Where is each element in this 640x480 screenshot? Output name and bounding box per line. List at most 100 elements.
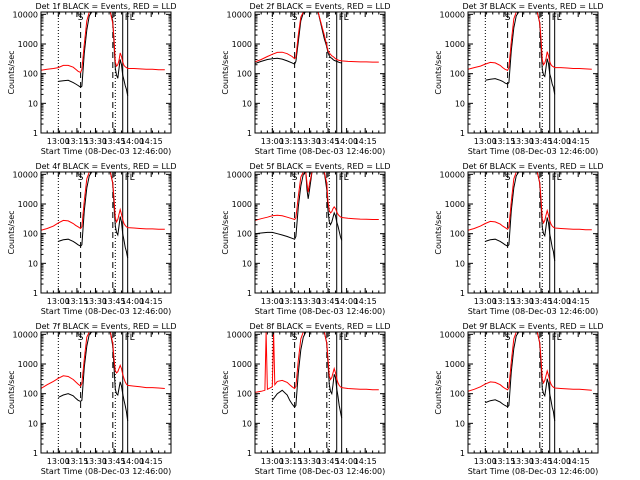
x-axis-label: Start Time (08-Dec-03 12:46:00) — [468, 467, 599, 476]
x-tick-label: 14:00 — [121, 297, 144, 306]
panel-det-5: Det 5f BLACK = Events, RED = LLD S F L 1 10 10… — [221, 162, 391, 316]
x-tick-label: 14:15 — [354, 457, 377, 466]
marker-f-label: F — [552, 13, 557, 23]
y-axis-label: Counts/sec — [434, 50, 443, 94]
marker-f-label: F — [339, 333, 344, 343]
x-tick-label: 13:45 — [317, 137, 340, 146]
panel-det-9: Det 9f BLACK = Events, RED = LLD S F L 1 10 10… — [434, 322, 604, 476]
x-tick-label: 14:15 — [567, 457, 590, 466]
x-tick-label: 14:00 — [121, 457, 144, 466]
x-tick-label: 13:45 — [530, 297, 553, 306]
x-tick-label: 14:15 — [567, 297, 590, 306]
marker-f-label: F — [125, 333, 130, 343]
panel-title: Det 5f BLACK = Events, RED = LLD — [249, 162, 390, 171]
marker-f-label: F — [339, 13, 344, 23]
x-tick-label: 13:30 — [298, 457, 321, 466]
x-tick-label: 13:15 — [65, 137, 88, 146]
y-axis-label: Counts/sec — [7, 50, 16, 94]
x-tick-label: 13:45 — [103, 137, 126, 146]
y-tick-label: 1 — [33, 129, 38, 138]
y-tick-label: 10000 — [440, 10, 465, 19]
x-tick-label: 13:15 — [492, 457, 515, 466]
y-tick-label: 10 — [455, 259, 465, 268]
x-axis-label: Start Time (08-Dec-03 12:46:00) — [41, 467, 172, 476]
series-line-lld — [468, 332, 592, 392]
y-tick-label: 1 — [460, 449, 465, 458]
y-tick-label: 1000 — [445, 40, 465, 49]
marker-f-label: F — [339, 173, 344, 183]
marker-s-label: S — [505, 173, 511, 183]
panel-title: Det 7f BLACK = Events, RED = LLD — [35, 322, 176, 331]
series-line-lld — [468, 12, 592, 71]
y-tick-label: 100 — [23, 390, 38, 399]
panel-det-3: Det 3f BLACK = Events, RED = LLD S F L 1 10 10… — [434, 2, 604, 156]
y-tick-label: 10 — [28, 99, 38, 108]
y-tick-label: 100 — [237, 390, 252, 399]
y-tick-label: 10 — [28, 419, 38, 428]
series-line-lld — [255, 12, 379, 63]
x-tick-label: 13:15 — [279, 457, 302, 466]
x-tick-label: 13:00 — [474, 297, 497, 306]
x-tick-label: 13:30 — [511, 297, 534, 306]
y-tick-label: 100 — [23, 230, 38, 239]
x-tick-label: 13:15 — [279, 137, 302, 146]
y-tick-label: 10000 — [227, 330, 252, 339]
x-tick-label: 13:45 — [317, 457, 340, 466]
plot-frame — [254, 11, 386, 134]
x-axis-label: Start Time (08-Dec-03 12:46:00) — [255, 307, 386, 316]
y-tick-label: 1 — [33, 289, 38, 298]
marker-s-label: S — [78, 173, 84, 183]
x-tick-label: 13:00 — [47, 137, 70, 146]
x-tick-label: 14:00 — [121, 137, 144, 146]
x-tick-label: 13:30 — [298, 297, 321, 306]
marker-l-label: L — [130, 173, 135, 183]
series-line-events — [58, 172, 129, 259]
marker-l-label: L — [557, 13, 562, 23]
series-line-lld — [468, 172, 592, 231]
series-line-events — [58, 332, 129, 422]
x-tick-label: 14:15 — [140, 297, 163, 306]
series-line-events — [485, 332, 556, 422]
marker-s-label: S — [292, 333, 298, 343]
marker-f-label: F — [552, 173, 557, 183]
x-tick-label: 13:45 — [530, 137, 553, 146]
x-tick-label: 13:45 — [103, 457, 126, 466]
y-axis-label: Counts/sec — [7, 210, 16, 254]
marker-f-label: F — [552, 333, 557, 343]
y-tick-label: 1 — [460, 129, 465, 138]
x-tick-label: 14:15 — [567, 137, 590, 146]
y-tick-label: 10 — [242, 419, 252, 428]
x-tick-label: 14:15 — [354, 137, 377, 146]
series-line-lld — [255, 172, 379, 221]
y-axis-label: Counts/sec — [221, 210, 230, 254]
marker-s-label: S — [78, 13, 84, 23]
panel-det-7: Det 7f BLACK = Events, RED = LLD S F L 1 10 10… — [7, 322, 177, 476]
x-tick-label: 13:30 — [511, 137, 534, 146]
y-tick-label: 10 — [28, 259, 38, 268]
y-axis-label: Counts/sec — [434, 370, 443, 414]
y-tick-label: 1 — [460, 289, 465, 298]
x-tick-label: 14:00 — [335, 137, 358, 146]
x-tick-label: 13:15 — [65, 297, 88, 306]
y-tick-label: 10000 — [13, 10, 38, 19]
x-tick-label: 13:30 — [298, 137, 321, 146]
marker-l-label: L — [344, 13, 349, 23]
marker-f-label: F — [125, 13, 130, 23]
panel-title: Det 3f BLACK = Events, RED = LLD — [462, 2, 603, 11]
series-line-lld — [41, 12, 165, 74]
series-line-lld — [41, 172, 165, 231]
x-axis-label: Start Time (08-Dec-03 12:46:00) — [41, 147, 172, 156]
x-tick-label: 13:30 — [511, 457, 534, 466]
x-tick-label: 14:00 — [335, 457, 358, 466]
y-tick-label: 10000 — [13, 170, 38, 179]
x-tick-label: 14:15 — [140, 137, 163, 146]
series-line-events — [485, 12, 556, 95]
y-tick-label: 10000 — [13, 330, 38, 339]
plot-frame — [254, 171, 386, 294]
y-tick-label: 1000 — [445, 200, 465, 209]
series-line-lld — [41, 332, 165, 389]
panel-det-6: Det 6f BLACK = Events, RED = LLD S F L 1 10 10… — [434, 162, 604, 316]
marker-s-label: S — [292, 13, 298, 23]
x-tick-label: 13:15 — [492, 297, 515, 306]
